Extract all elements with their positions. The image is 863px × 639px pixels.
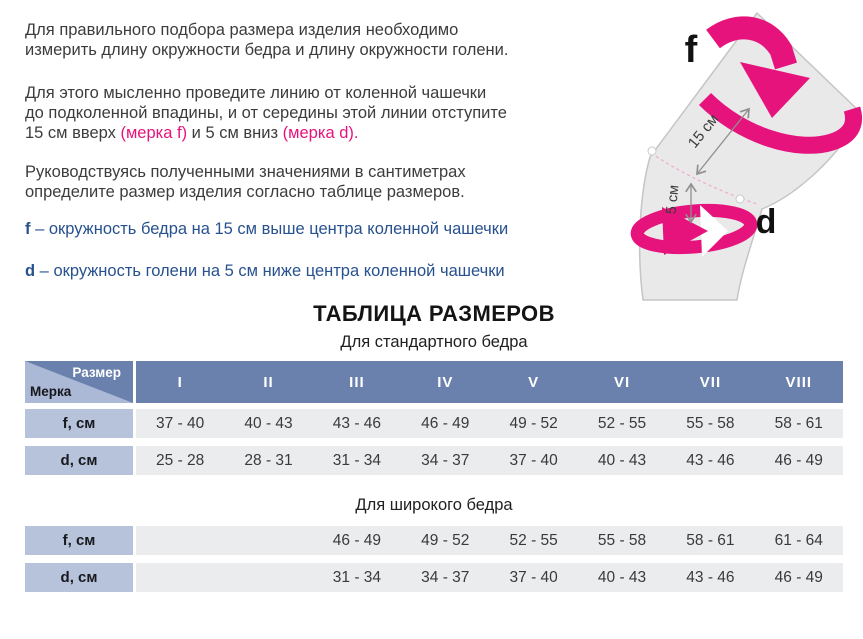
row-label-d: d, см	[25, 563, 133, 592]
size-column-V: V	[528, 373, 540, 391]
cell: 34 - 37	[421, 568, 470, 586]
row-values: 25 - 28 28 - 31 31 - 34 34 - 37 37 - 40 …	[136, 446, 843, 475]
intro-p2-line3b: и 5 см вниз	[187, 124, 283, 142]
knee-point-right	[735, 194, 745, 204]
cell: 34 - 37	[421, 451, 470, 469]
definition-f-text: – окружность бедра на 15 см выше центра …	[30, 220, 509, 238]
intro-paragraph-3: Руководствуясь полученными значениями в …	[25, 162, 595, 202]
size-column-VII: VII	[699, 373, 722, 391]
row-label-f: f, см	[25, 409, 133, 438]
cell: 40 - 43	[244, 414, 293, 432]
wide-size-table: f, см 46 - 49 49 - 52 52 - 55 55 - 58 58…	[25, 526, 843, 600]
cell: 40 - 43	[597, 568, 647, 586]
cell	[136, 563, 224, 592]
intro-p1-line1: Для правильного подбора размера изделия …	[25, 21, 459, 39]
intro-paragraph-1: Для правильного подбора размера изделия …	[25, 20, 595, 60]
cell: 31 - 34	[332, 568, 382, 586]
cell: 40 - 43	[597, 451, 647, 469]
measure-arrow-15cm	[696, 107, 750, 176]
corner-measure-label: Мерка	[30, 384, 72, 399]
diagram-d-label: d	[756, 203, 777, 241]
cell: 28 - 31	[244, 451, 293, 469]
intro-p2-line2: до подколенной впадины, и от середины эт…	[25, 104, 507, 122]
cell: 46 - 49	[421, 414, 470, 432]
cell: 37 - 40	[509, 451, 558, 469]
cell: 46 - 49	[774, 568, 823, 586]
cell: 55 - 58	[686, 414, 735, 432]
mark-d-highlight: (мерка d).	[282, 124, 359, 142]
intro-text-block: Для правильного подбора размера изделия …	[25, 20, 595, 281]
size-header-band: I II III IV V VI VII VIII	[136, 361, 843, 403]
row-label-d: d, см	[25, 446, 133, 475]
size-column-VI: VI	[613, 373, 631, 391]
size-column-II: II	[263, 373, 274, 391]
cell: 43 - 46	[686, 568, 735, 586]
row-label-f: f, см	[25, 526, 133, 555]
size-column-III: III	[349, 373, 365, 391]
size-table-title: ТАБЛИЦА РАЗМЕРОВ	[313, 301, 555, 326]
diagram-f-label: f	[685, 29, 698, 71]
cell	[224, 563, 312, 592]
cell: 37 - 40	[156, 414, 205, 432]
mark-f-highlight: (мерка f)	[120, 124, 188, 142]
table-row-wide-d: d, см 31 - 34 34 - 37 37 - 40 40 - 43 43…	[25, 563, 843, 592]
wide-thigh-subtitle: Для широкого бедра	[355, 496, 513, 514]
cell: 46 - 49	[774, 451, 823, 469]
cell: 58 - 61	[774, 414, 823, 432]
kneecap-line	[650, 152, 758, 205]
standard-size-table: Размер Мерка I II III IV V VI VII VIII f…	[25, 361, 843, 483]
corner-cell: Размер Мерка	[25, 361, 133, 403]
corner-size-label: Размер	[72, 365, 121, 380]
cell: 49 - 52	[421, 531, 470, 549]
cell: 31 - 34	[332, 451, 382, 469]
intro-p2-line3: 15 см вверх	[25, 124, 121, 142]
row-values: 37 - 40 40 - 43 43 - 46 46 - 49 49 - 52 …	[136, 409, 843, 438]
cell: 49 - 52	[509, 414, 558, 432]
cell: 58 - 61	[686, 531, 735, 549]
row-values: 31 - 34 34 - 37 37 - 40 40 - 43 43 - 46 …	[136, 563, 843, 592]
cell: 43 - 46	[686, 451, 735, 469]
size-column-VIII: VIII	[785, 373, 813, 391]
cell: 61 - 64	[774, 531, 823, 549]
cell: 25 - 28	[156, 451, 205, 469]
intro-paragraph-2: Для этого мысленно проведите линию от ко…	[25, 83, 595, 143]
definition-d-letter: d	[25, 262, 36, 280]
intro-p2-line1: Для этого мысленно проведите линию от ко…	[25, 84, 487, 102]
cell	[136, 526, 224, 555]
definition-f: f – окружность бедра на 15 см выше центр…	[25, 219, 595, 239]
size-column-I: I	[177, 373, 183, 391]
definition-d-text: – окружность голени на 5 см ниже центра …	[35, 262, 505, 280]
intro-p3-line1: Руководствуясь полученными значениями в …	[25, 163, 466, 181]
cell: 52 - 55	[509, 531, 558, 549]
definition-f-letter: f	[25, 220, 31, 238]
cell: 55 - 58	[597, 531, 647, 549]
cell: 43 - 46	[332, 414, 382, 432]
leg-illustration	[638, 12, 861, 301]
cell: 37 - 40	[509, 568, 558, 586]
cell	[224, 526, 312, 555]
cell: 46 - 49	[332, 531, 382, 549]
definition-d: d – окружность голени на 5 см ниже центр…	[25, 261, 595, 281]
standard-thigh-subtitle: Для стандартного бедра	[340, 333, 528, 351]
knee-measurement-diagram: 15 см 5 см f d	[630, 12, 863, 301]
measure-5cm-label: 5 см	[664, 184, 683, 215]
knee-point-left	[647, 146, 657, 156]
intro-p1-line2: измерить длину окружности бедра и длину …	[25, 41, 509, 59]
table-row-wide-f: f, см 46 - 49 49 - 52 52 - 55 55 - 58 58…	[25, 526, 843, 555]
cell: 52 - 55	[597, 414, 647, 432]
size-column-IV: IV	[437, 373, 454, 391]
row-values: 46 - 49 49 - 52 52 - 55 55 - 58 58 - 61 …	[136, 526, 843, 555]
table-row-standard-d: d, см 25 - 28 28 - 31 31 - 34 34 - 37 37…	[25, 446, 843, 475]
size-header-row: Размер Мерка I II III IV V VI VII VIII	[25, 361, 843, 403]
table-row-standard-f: f, см 37 - 40 40 - 43 43 - 46 46 - 49 49…	[25, 409, 843, 438]
intro-p3-line2: определите размер изделия согласно табли…	[25, 183, 465, 201]
